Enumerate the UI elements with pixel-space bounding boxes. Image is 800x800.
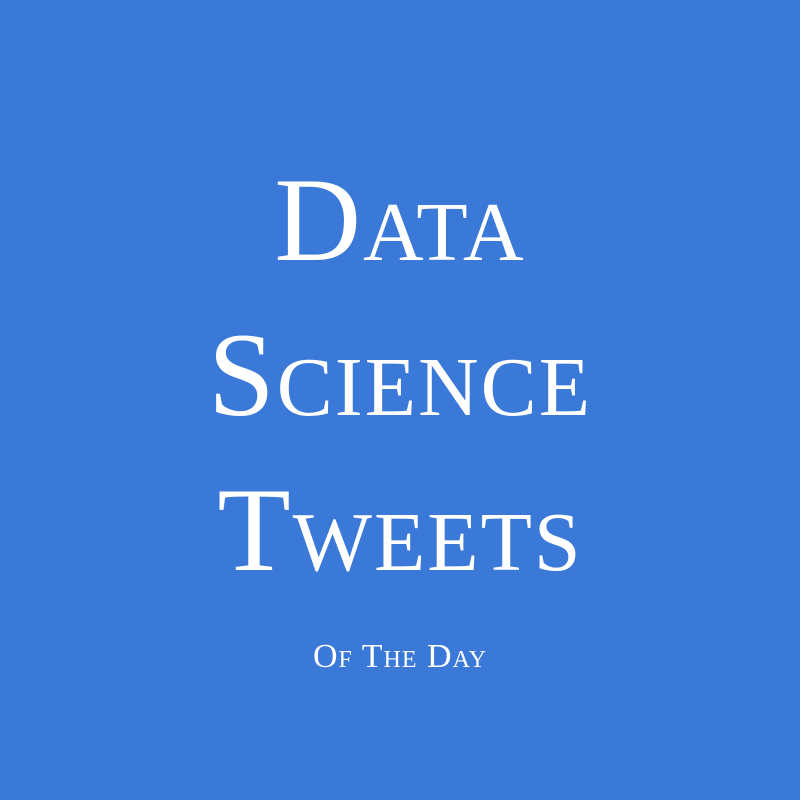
title-line-data: Data xyxy=(274,153,526,286)
subtitle: Of The Day xyxy=(312,638,488,675)
title-line-tweets: Tweets xyxy=(217,463,583,596)
title-line-science: Science xyxy=(207,308,593,441)
